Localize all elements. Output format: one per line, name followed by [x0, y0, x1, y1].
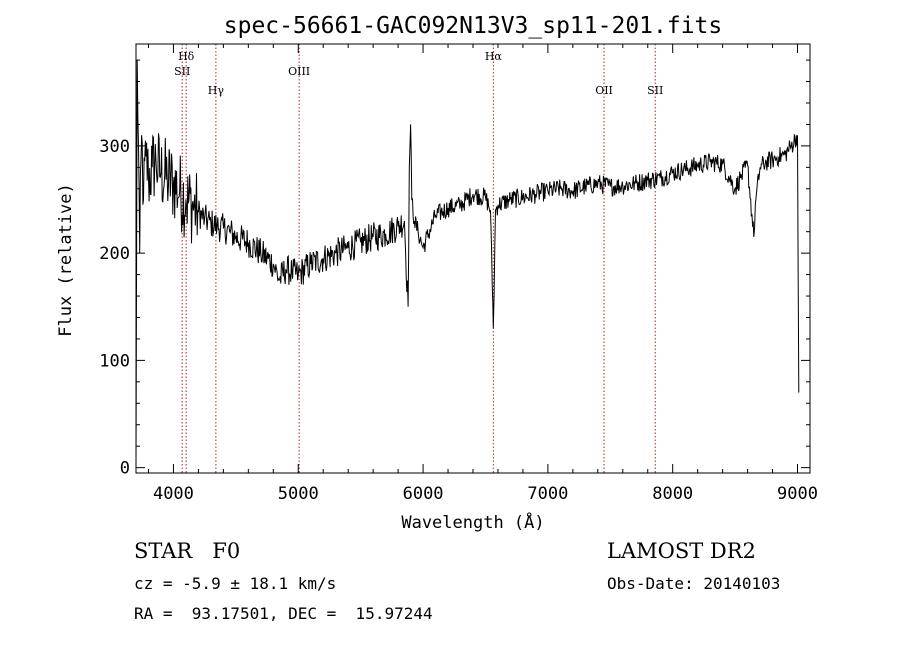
x-tick-label: 9000	[777, 484, 818, 504]
x-tick-label: 4000	[153, 484, 194, 504]
plot-frame	[135, 43, 811, 474]
y-tick-label: 200	[99, 244, 130, 264]
y-axis-label: Flux (relative)	[56, 183, 76, 337]
y-tick-label: 0	[120, 459, 130, 479]
line-label-4: Hα	[485, 50, 503, 63]
spectrum-line	[135, 60, 800, 468]
emission-lines: Hδ SII Hγ OIII Hα OII SII	[174, 44, 663, 473]
redshift-velocity: cz = -5.9 ± 18.1 km/s	[134, 574, 337, 593]
line-label-5: OII	[595, 84, 613, 97]
line-label-2: Hγ	[208, 84, 225, 97]
axis-ticks: 4000 5000 6000 7000 8000 9000 0 100 200 300	[99, 44, 818, 504]
line-label-3: OIII	[288, 65, 310, 78]
line-label-0: Hδ	[178, 50, 195, 63]
x-tick-label: 5000	[278, 484, 319, 504]
survey-name: LAMOST DR2	[607, 539, 756, 563]
x-tick-label: 6000	[403, 484, 444, 504]
observation-date: Obs-Date: 20140103	[607, 574, 781, 593]
x-tick-label: 7000	[527, 484, 568, 504]
x-axis-label: Wavelength (Å)	[401, 511, 544, 533]
ra-dec-coordinates: RA = 93.17501, DEC = 15.97244	[134, 604, 433, 623]
spectrum-chart: spec-56661-GAC092N13V3_sp11-201.fits Hδ S…	[56, 13, 818, 533]
x-tick-label: 8000	[652, 484, 693, 504]
line-label-1: SII	[174, 65, 190, 78]
y-tick-label: 300	[99, 137, 130, 157]
chart-title: spec-56661-GAC092N13V3_sp11-201.fits	[224, 13, 723, 39]
line-label-6: SII	[647, 84, 663, 97]
star-class: STAR F0	[134, 539, 241, 563]
y-tick-label: 100	[99, 351, 130, 371]
